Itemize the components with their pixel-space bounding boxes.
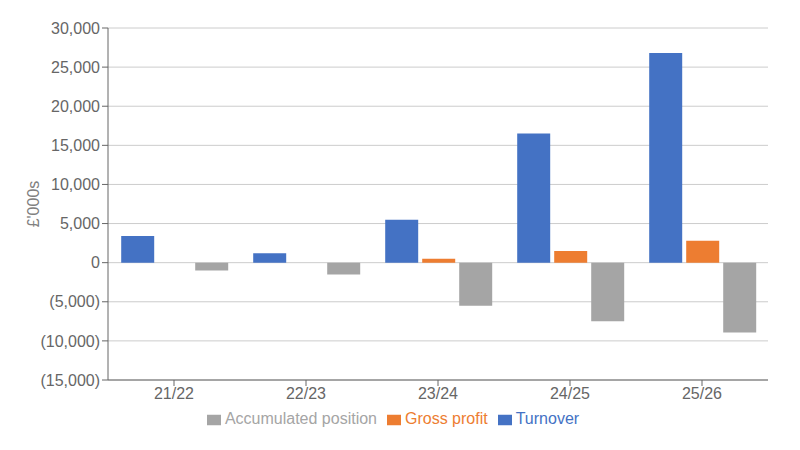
html-text:Turnover: Turnover [515,410,580,427]
svg-text:24/25: 24/25 [550,385,590,402]
svg-text:(15,000): (15,000) [40,372,100,389]
svg-text:15,000: 15,000 [51,137,100,154]
svg-text:£'000s: £'000s [25,181,42,228]
svg-text:0: 0 [91,254,100,271]
svg-text:20,000: 20,000 [51,98,100,115]
svg-text:25/26: 25/26 [682,385,722,402]
svg-text:21/22: 21/22 [154,385,194,402]
svg-text:5,000: 5,000 [60,215,100,232]
svg-text:22/23: 22/23 [286,385,326,402]
svg-text:25,000: 25,000 [51,59,100,76]
html-text:Accumulated position: Accumulated position [224,410,377,427]
svg-text:(5,000): (5,000) [49,293,100,310]
svg-text:23/24: 23/24 [418,385,458,402]
svg-text:10,000: 10,000 [51,176,100,193]
svg-text:(10,000): (10,000) [40,333,100,350]
svg-text:30,000: 30,000 [51,20,100,37]
html-text:Gross profit: Gross profit [405,410,488,427]
